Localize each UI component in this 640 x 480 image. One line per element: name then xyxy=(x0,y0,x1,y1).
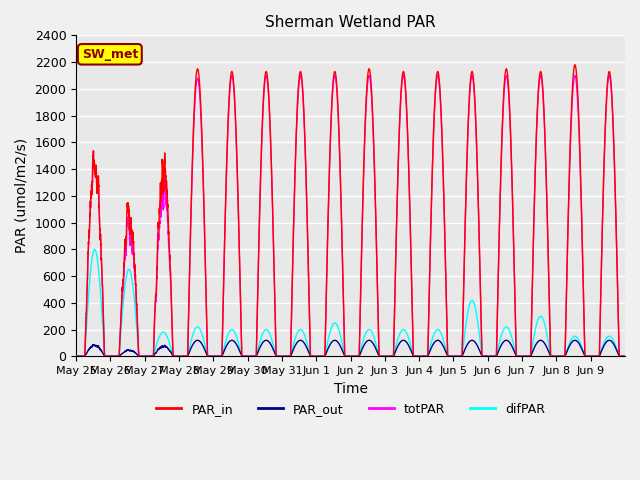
Legend: PAR_in, PAR_out, totPAR, difPAR: PAR_in, PAR_out, totPAR, difPAR xyxy=(151,398,550,420)
X-axis label: Time: Time xyxy=(333,382,367,396)
Title: Sherman Wetland PAR: Sherman Wetland PAR xyxy=(265,15,436,30)
Y-axis label: PAR (umol/m2/s): PAR (umol/m2/s) xyxy=(15,138,29,253)
Text: SW_met: SW_met xyxy=(82,48,138,61)
